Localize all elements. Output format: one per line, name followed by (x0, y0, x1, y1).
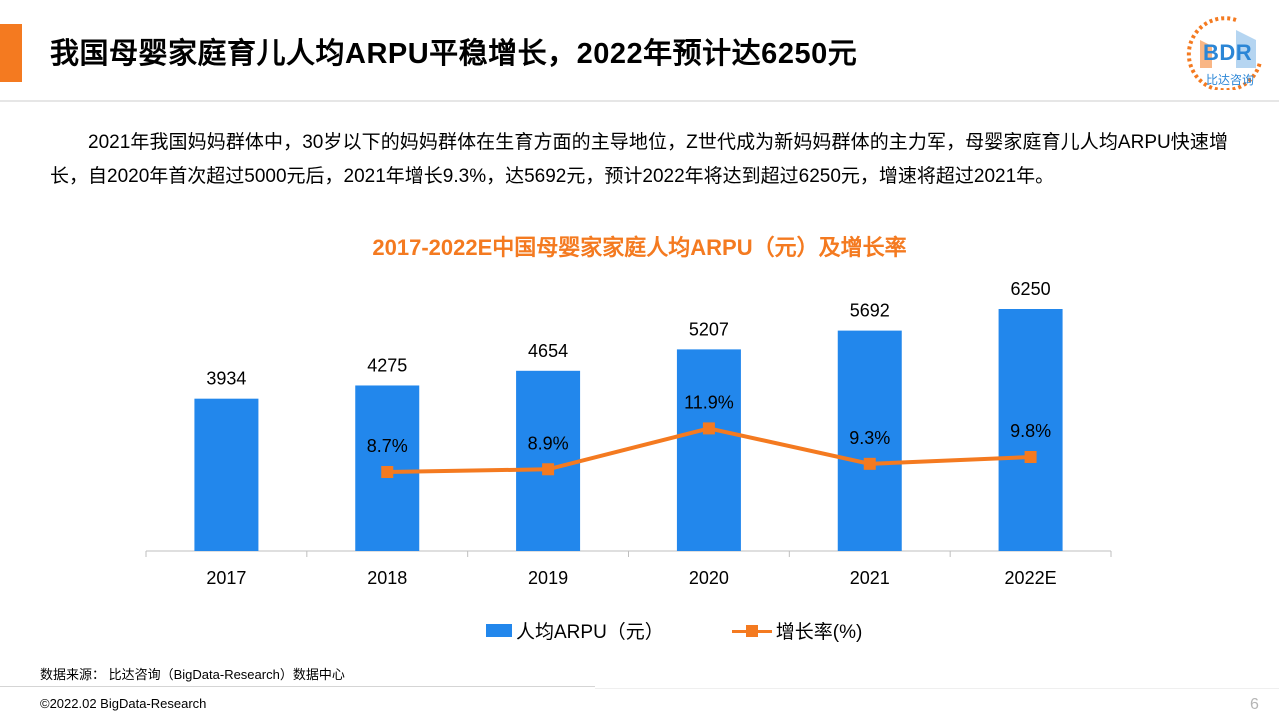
x-tick-label-2017: 2017 (206, 568, 246, 588)
bar-2019 (516, 370, 581, 551)
x-tick-label-2022E: 2022E (1005, 568, 1057, 588)
legend-line-swatch (731, 624, 772, 638)
logo-text: BDR (1203, 40, 1253, 65)
header-divider (0, 100, 1279, 102)
page-title: 我国母婴家庭育儿人均ARPU平稳增长，2022年预计达6250元 (50, 38, 858, 70)
x-tick-label-2019: 2019 (528, 568, 568, 588)
bar-label-2017: 3934 (206, 369, 246, 389)
bar-label-2019: 4654 (528, 341, 568, 361)
title-accent-bar (0, 24, 22, 82)
x-tick-label-2021: 2021 (850, 568, 890, 588)
bar-label-2018: 4275 (367, 355, 407, 375)
growth-label-2020: 11.9% (684, 392, 734, 412)
growth-point-2020 (702, 422, 715, 435)
footer-divider-right (595, 688, 1279, 689)
growth-point-2018 (381, 466, 394, 478)
page-number: 6 (1250, 696, 1259, 713)
bar-label-2020: 5207 (689, 319, 729, 339)
logo-subtext: 比达咨询 (1206, 73, 1255, 87)
chart-title: 2017-2022E中国母婴家家庭人均ARPU（元）及增长率 (372, 235, 907, 260)
growth-label-2018: 8.7% (367, 436, 408, 456)
bar-2020 (676, 349, 741, 551)
legend-item-arpu: 人均ARPU（元） (486, 617, 664, 644)
bar-label-2021: 5692 (850, 301, 890, 321)
legend-line-label: 增长率(%) (775, 622, 863, 643)
growth-point-2021 (863, 457, 876, 470)
legend-bar-swatch (486, 624, 512, 637)
bar-2022E (998, 309, 1063, 551)
bar-label-2022E: 6250 (1011, 279, 1051, 299)
legend-bar-label: 人均ARPU（元） (516, 622, 664, 643)
growth-label-2019: 8.9% (528, 433, 569, 453)
chart-legend: 人均ARPU（元） 增长率(%) (486, 617, 930, 644)
growth-point-2019 (542, 463, 555, 476)
bdr-logo-icon (1186, 16, 1262, 90)
intro-paragraph: 2021年我国妈妈群体中，30岁以下的妈妈群体在生育方面的主导地位，Z世代成为新… (50, 132, 1228, 187)
growth-label-2022E: 9.8% (1010, 421, 1051, 441)
growth-label-2021: 9.3% (849, 428, 890, 448)
growth-point-2022E (1024, 451, 1037, 464)
data-source: 数据来源： 比达咨询（BigData-Research）数据中心 (40, 667, 345, 682)
x-tick-label-2020: 2020 (689, 568, 729, 588)
copyright: ©2022.02 BigData-Research (40, 696, 207, 711)
x-tick-label-2018: 2018 (367, 568, 407, 588)
footer-divider (0, 686, 595, 687)
legend-item-growth: 增长率(%) (731, 617, 863, 644)
bar-2017 (194, 398, 259, 551)
bar-2021 (837, 330, 902, 551)
